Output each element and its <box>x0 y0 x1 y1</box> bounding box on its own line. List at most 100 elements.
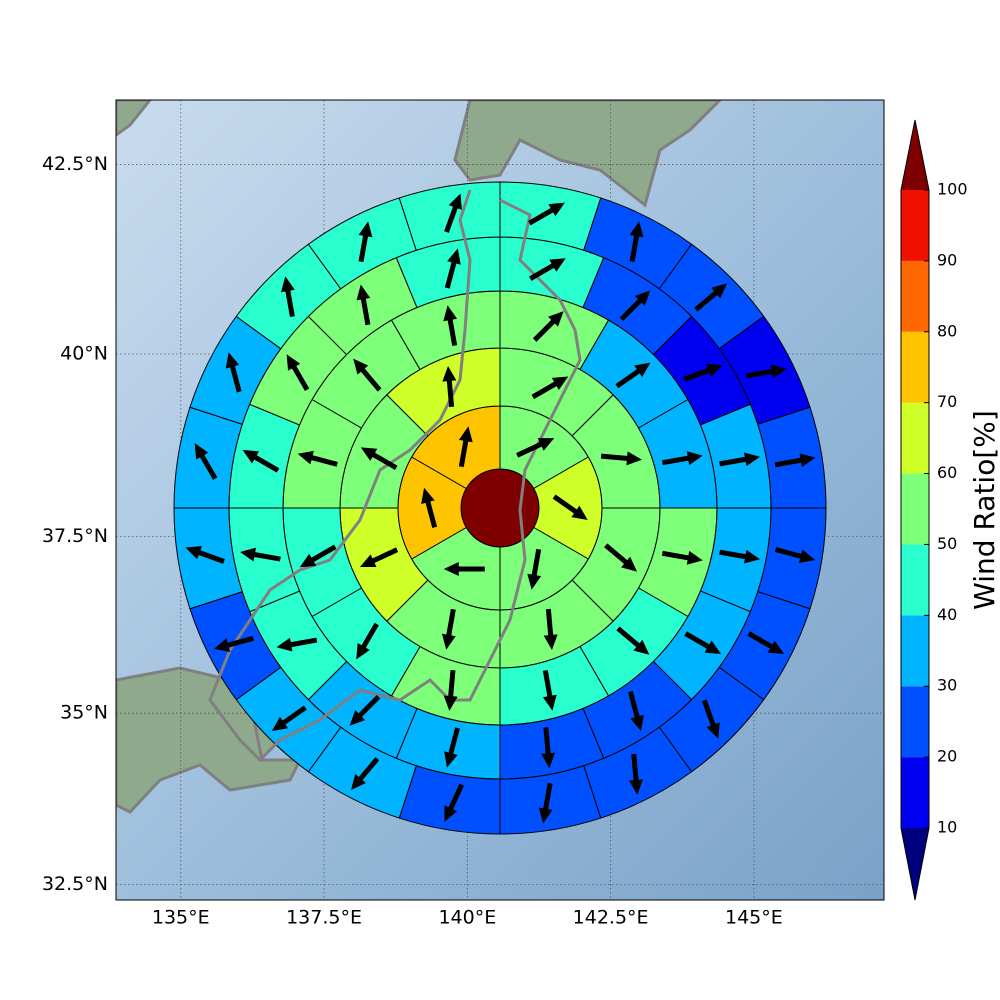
wind-arrow <box>528 202 565 226</box>
colorbar-segment <box>901 260 929 332</box>
wind-arrow <box>286 354 310 392</box>
wind-arrow <box>276 637 318 652</box>
colorbar-tick-label: 90 <box>937 250 957 269</box>
wind-arrow <box>542 669 557 711</box>
wind-arrow <box>600 451 642 466</box>
wind-arrow <box>271 705 307 732</box>
colorbar-extend <box>901 828 929 900</box>
wind-arrow <box>543 608 558 650</box>
wind-arrow <box>349 694 381 726</box>
colorbar-tick-label: 70 <box>937 392 957 411</box>
sector-grid <box>173 181 827 835</box>
colorbar-segment <box>901 544 929 616</box>
wind-arrow <box>185 546 225 564</box>
wind-arrow <box>694 283 728 312</box>
wind-arrow <box>516 438 555 458</box>
wind-arrow <box>774 453 816 468</box>
colorbar-tick-label: 100 <box>937 180 968 199</box>
colorbar: 10 20 30 40 50 60 70 80 90 100 <box>900 119 968 901</box>
wind-arrow <box>441 608 456 650</box>
wind-arrow <box>350 757 380 791</box>
colorbar-tick-label: 10 <box>937 818 957 837</box>
wind-arrow <box>719 452 760 467</box>
wind-arrow <box>719 549 760 564</box>
wind-arrow <box>629 753 644 795</box>
wind-arrow <box>225 352 242 393</box>
wind-arrow <box>529 258 566 281</box>
wind-arrow <box>360 447 398 471</box>
wind-arrow <box>774 547 816 564</box>
y-tick-label: 40°N <box>60 342 108 364</box>
x-tick-label: 140°E <box>438 907 496 929</box>
colorbar-tick-label: 50 <box>937 534 957 553</box>
wind-arrow <box>604 543 638 572</box>
wind-arrow <box>443 305 458 347</box>
wind-arrow <box>684 631 722 655</box>
wind-arrow <box>627 690 644 732</box>
x-tick-label: 145°E <box>725 907 783 929</box>
colorbar-segment <box>901 473 929 545</box>
x-tick-label: 137.5°E <box>286 907 362 929</box>
axes: 135°E 137.5°E 140°E 142.5°E 145°E 32.5°N 35°N 3… <box>42 153 783 928</box>
wind-arrow <box>213 635 255 652</box>
wind-arrow <box>745 364 787 379</box>
wind-arrow <box>444 248 461 289</box>
wind-arrow <box>353 358 382 392</box>
y-tick-label: 35°N <box>60 702 108 724</box>
colorbar-label: Wind Ratio[%] <box>968 410 1000 610</box>
wind-arrow <box>242 449 280 473</box>
wind-arrow <box>541 727 556 769</box>
colorbar-segment <box>901 757 929 828</box>
colorbar-tick-label: 30 <box>937 676 957 695</box>
y-tick-label: 32.5°N <box>42 873 108 895</box>
wind-arrow <box>421 487 438 528</box>
wind-arrow <box>552 494 588 521</box>
colorbar-segment <box>901 402 929 474</box>
wind-arrow <box>629 221 644 263</box>
wind-arrow <box>280 276 295 318</box>
wind-arrows <box>185 193 816 824</box>
wind-arrow <box>458 426 473 468</box>
wind-arrow <box>444 783 465 822</box>
x-tick-label: 135°E <box>152 907 210 929</box>
wind-arrow <box>194 443 218 480</box>
wind-arrow <box>538 782 553 824</box>
wind-arrow <box>299 544 337 568</box>
colorbar-segment <box>901 615 929 687</box>
colorbar-tick-label: 20 <box>937 747 957 766</box>
wind-arrow <box>443 669 458 711</box>
y-tick-label: 37.5°N <box>42 525 108 547</box>
wind-arrow <box>661 451 703 466</box>
wind-arrow <box>747 631 785 655</box>
wind-arrow <box>356 284 371 326</box>
wind-arrow <box>443 562 485 577</box>
wind-arrow <box>240 547 281 562</box>
colorbar-segment <box>901 686 929 758</box>
wind-arrow <box>615 362 651 389</box>
wind-arrow <box>527 548 542 590</box>
wind-arrow <box>356 622 379 660</box>
wind-arrow <box>532 311 564 342</box>
wind-arrow <box>297 450 338 467</box>
colorbar-tick-label: 60 <box>937 463 957 482</box>
plot-frame <box>115 99 885 901</box>
colorbar-tick-label: 80 <box>937 321 957 340</box>
y-tick-label: 42.5°N <box>42 153 108 175</box>
wind-arrow <box>444 193 462 233</box>
coastline <box>208 189 582 763</box>
wind-arrow <box>531 376 569 400</box>
colorbar-extend <box>901 120 929 190</box>
wind-arrow <box>683 363 723 382</box>
x-tick-label: 142.5°E <box>573 907 649 929</box>
wind-arrow <box>358 221 373 263</box>
colorbar-segment <box>901 190 929 261</box>
wind-arrow <box>444 727 460 768</box>
colorbar-tick-label: 40 <box>937 605 957 624</box>
wind-arrow <box>442 366 457 408</box>
colorbar-segment <box>901 331 929 403</box>
wind-arrow <box>619 290 651 322</box>
wind-arrow <box>661 550 703 565</box>
wind-arrow <box>616 626 650 655</box>
wind-arrow <box>359 547 399 568</box>
